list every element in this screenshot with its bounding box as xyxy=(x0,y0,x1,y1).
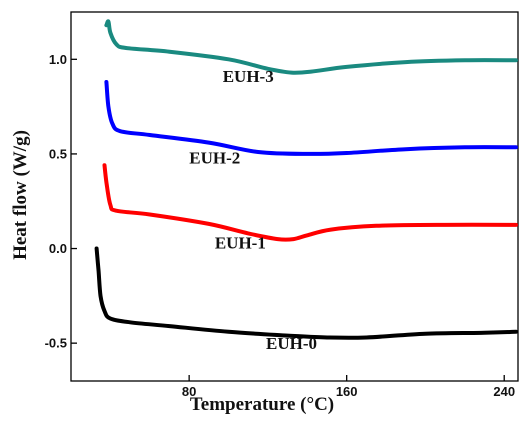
tick-group: 80 160 240 1.0 0.5 0.0 -0.5 xyxy=(45,52,515,399)
series-line-euh-3 xyxy=(104,19,518,75)
series-label-euh-2: EUH-2 xyxy=(189,148,240,167)
x-tick-label-160: 160 xyxy=(336,384,358,399)
plot-frame xyxy=(70,11,519,382)
x-axis-title: Temperature (°C) xyxy=(190,394,334,415)
series-line-euh-2 xyxy=(104,80,518,156)
y-tick-label-0-5: -0.5 xyxy=(45,336,67,351)
y-axis-title: Heat flow (W/g) xyxy=(10,130,31,260)
y-tick-label-0-0: 0.0 xyxy=(49,241,67,256)
y-tick-label-0-5: 0.5 xyxy=(49,146,67,161)
series-label-euh-0: EUH-0 xyxy=(266,334,317,353)
series-label-euh-3: EUH-3 xyxy=(223,67,274,86)
series-group xyxy=(94,19,518,340)
series-line-euh-1 xyxy=(102,163,518,242)
series-line-euh-0 xyxy=(94,246,518,340)
annotation-group: EUH-0 EUH-1 EUH-2 EUH-3 xyxy=(189,67,317,353)
series-label-euh-1: EUH-1 xyxy=(215,234,266,253)
y-tick-label-1-0: 1.0 xyxy=(49,52,67,67)
x-tick-label-240: 240 xyxy=(493,384,515,399)
x-tick-label-80: 80 xyxy=(182,384,196,399)
